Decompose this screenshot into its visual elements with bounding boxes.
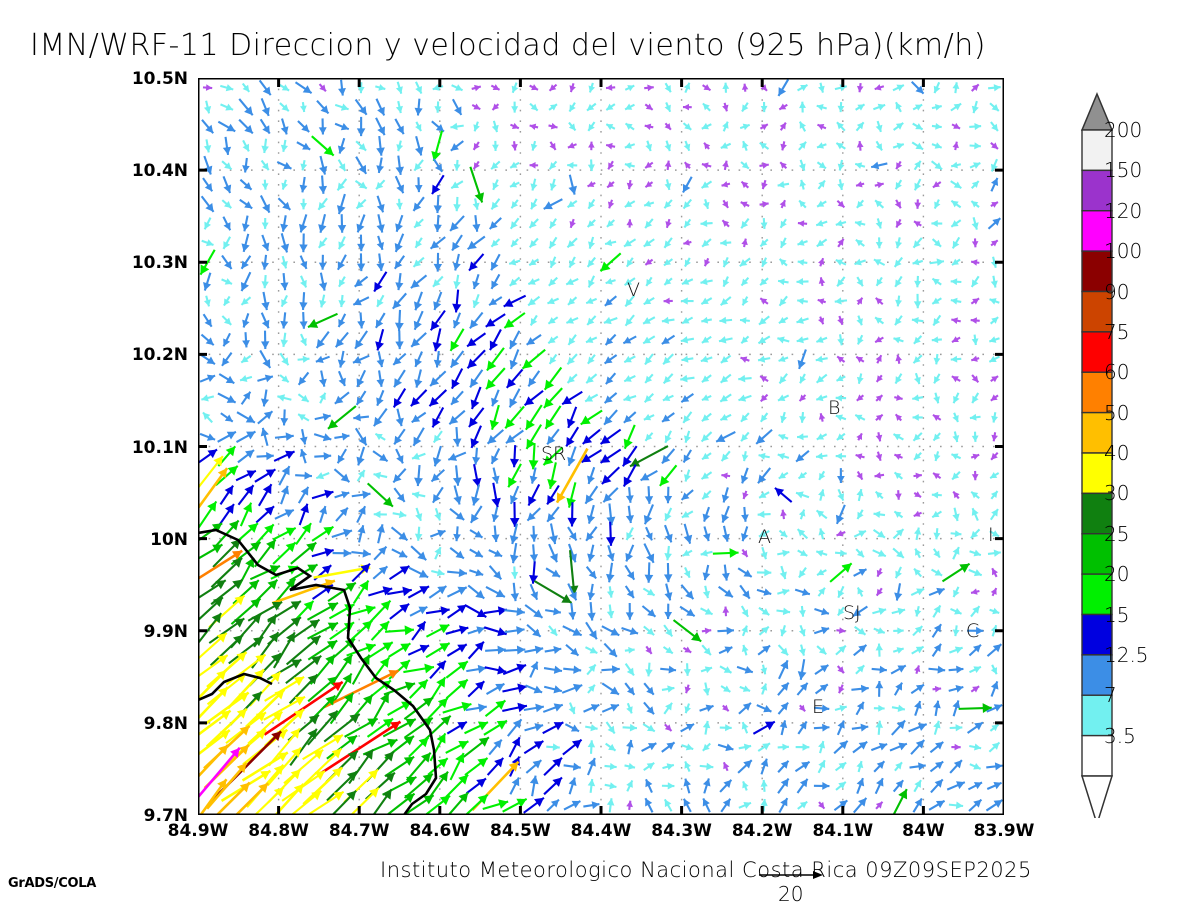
y-axis-tick-label: 10.5N	[60, 69, 188, 89]
colorbar-tick-label: 3.5	[1104, 724, 1136, 748]
colorbar-cap-bottom	[1082, 776, 1112, 818]
station-label-c: C	[966, 620, 979, 642]
station-label-sr: SR	[541, 443, 566, 465]
colorbar-tick-label: 30	[1104, 481, 1129, 505]
colorbar-tick-label: 120	[1104, 199, 1142, 223]
colorbar-tick-label: 20	[1104, 562, 1129, 586]
colorbar-tick-label: 90	[1104, 280, 1129, 304]
station-label-i: I	[988, 524, 994, 546]
footer: Instituto Meteorologico Nacional Costa R…	[0, 855, 1200, 900]
colorbar-tick-label: 100	[1104, 239, 1142, 263]
y-axis-tick-label: 9.8N	[60, 714, 188, 734]
station-label-sj: SJ	[843, 602, 861, 624]
colorbar-tick-label: 150	[1104, 158, 1142, 182]
colorbar-swatches	[1070, 88, 1200, 818]
colorbar-tick-label: 40	[1104, 441, 1129, 465]
y-axis-tick-label: 10.2N	[60, 345, 188, 365]
y-axis-tick-label: 10.3N	[60, 253, 188, 273]
colorbar-tick-label: 75	[1104, 320, 1129, 344]
x-axis-tick-label: 83.9W	[954, 821, 1054, 841]
y-axis-tick-label: 10.1N	[60, 438, 188, 458]
colorbar-tick-label: 15	[1104, 603, 1129, 627]
station-label-a: A	[758, 526, 771, 548]
y-axis-tick-label: 10N	[60, 530, 188, 550]
station-label-e: E	[812, 696, 824, 718]
attribution-label: GrADS/COLA	[8, 876, 96, 891]
station-label-b: B	[828, 397, 840, 419]
y-axis-tick-label: 9.9N	[60, 622, 188, 642]
colorbar: 200 150 120 100 90 75 60 50 40 30 25 20 15 12.5 7 3.5	[1070, 88, 1200, 818]
footer-caption: Instituto Meteorologico Nacional Costa R…	[380, 858, 1032, 882]
station-label-v: V	[627, 279, 640, 301]
plot-canvas: V B SR A I SJ C E	[198, 78, 1004, 815]
wind-vector-plot: V B SR A I SJ C E	[198, 78, 1004, 815]
colorbar-tick-label: 60	[1104, 360, 1129, 384]
reference-vector-label: 20	[778, 882, 803, 906]
colorbar-tick-label: 25	[1104, 522, 1129, 546]
colorbar-tick-label: 200	[1104, 118, 1142, 142]
y-axis-tick-label: 10.4N	[60, 161, 188, 181]
colorbar-tick-label: 12.5	[1104, 643, 1149, 667]
colorbar-tick-label: 7	[1104, 683, 1117, 707]
colorbar-tick-label: 50	[1104, 401, 1129, 425]
page-title: IMN/WRF-11 Direccion y velocidad del vie…	[30, 28, 986, 63]
